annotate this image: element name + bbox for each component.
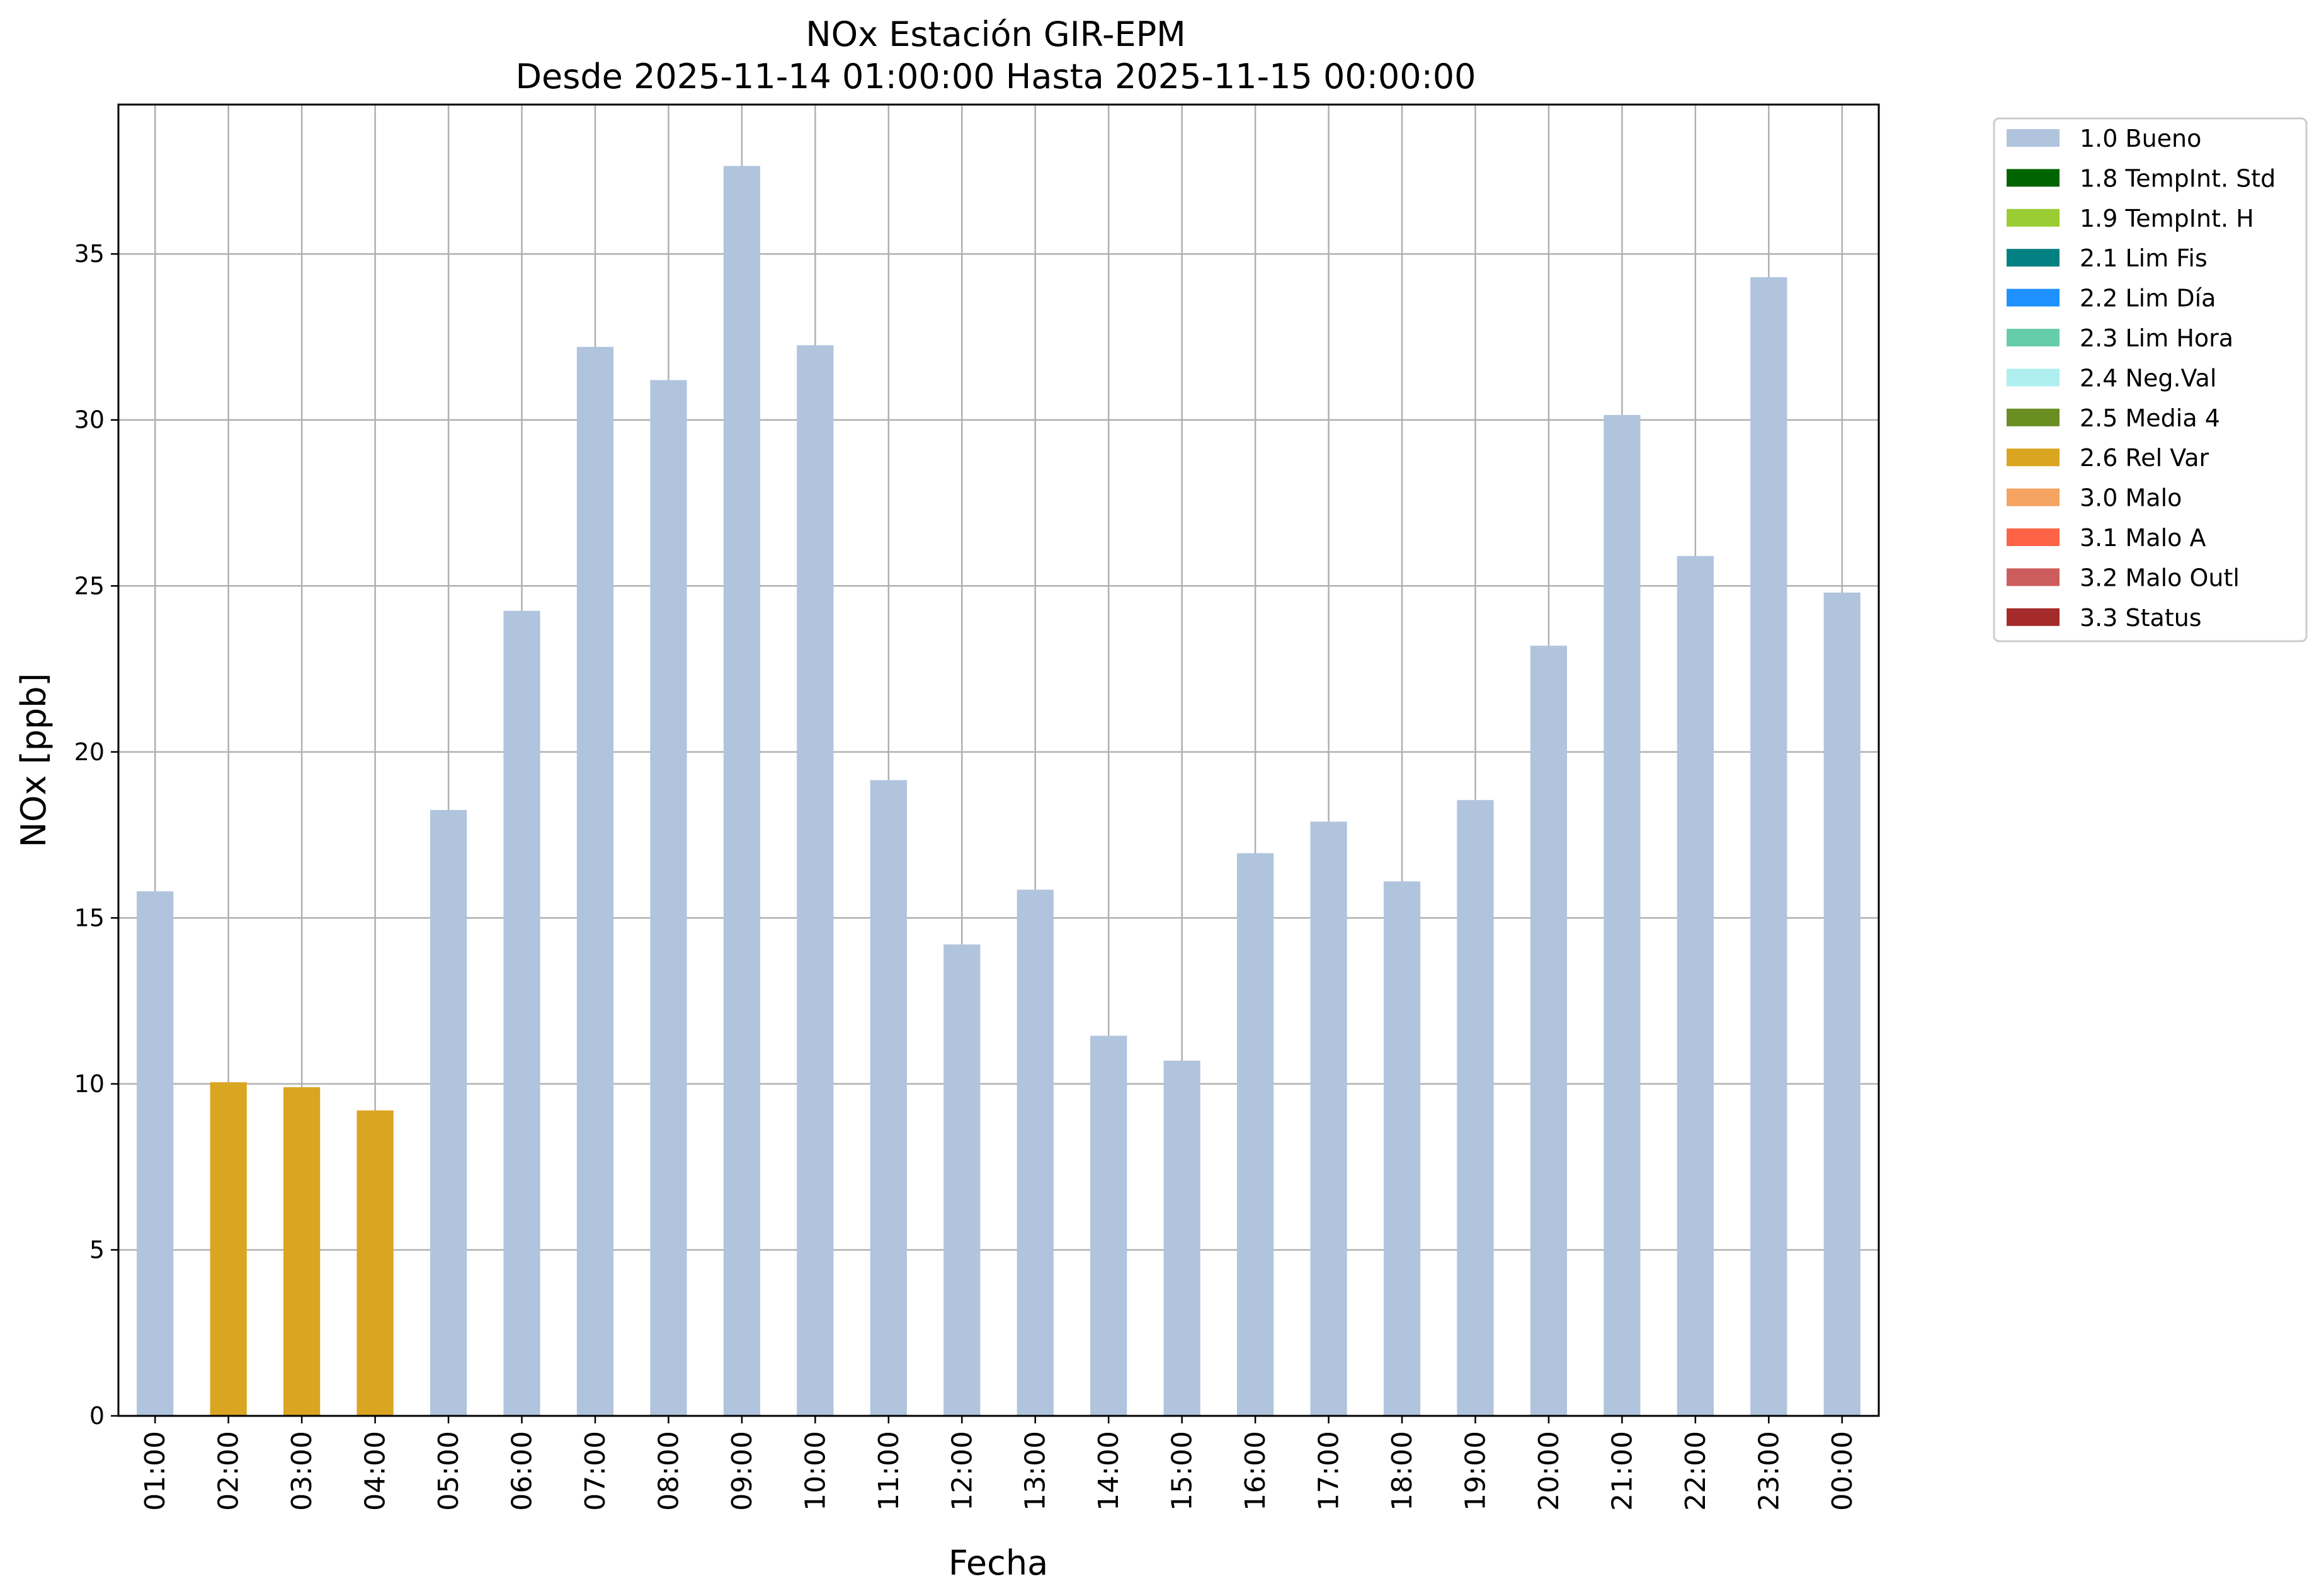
y-tick-label: 5	[89, 1236, 105, 1263]
x-tick-label: 13:00	[1020, 1431, 1052, 1511]
x-tick-label: 12:00	[946, 1431, 978, 1511]
y-axis-ticks: 0 5 10 15 20 25 30 35	[74, 240, 118, 1430]
bar	[1383, 881, 1421, 1416]
legend-swatch	[2007, 368, 2060, 387]
bars	[137, 166, 1860, 1416]
y-tick-label: 15	[74, 904, 105, 932]
x-tick-label: 04:00	[360, 1431, 392, 1511]
legend-swatch	[2007, 288, 2060, 307]
bar	[797, 345, 834, 1416]
bar	[1090, 1035, 1127, 1416]
x-tick-label: 21:00	[1606, 1431, 1638, 1511]
bar	[1677, 556, 1714, 1416]
x-tick-label: 06:00	[506, 1431, 538, 1511]
x-tick-label: 01:00	[139, 1431, 171, 1511]
x-tick-label: 02:00	[213, 1431, 245, 1511]
x-axis-ticks: 01:00 02:00 03:00 04:00 05:00 06:00 07:00 08:00…	[139, 1416, 1859, 1511]
y-tick-label: 30	[74, 406, 105, 434]
legend: 1.0 Bueno 1.8 TempInt. Std 1.9 TempInt. H 2…	[1993, 117, 2308, 642]
legend-swatch	[2007, 208, 2060, 227]
x-tick-label: 05:00	[433, 1431, 465, 1511]
legend-label: 2.3 Lim Hora	[2080, 324, 2233, 352]
legend-label: 3.3 Status	[2080, 604, 2202, 632]
x-tick-label: 17:00	[1313, 1431, 1345, 1511]
x-tick-label: 10:00	[799, 1431, 831, 1511]
chart-title-line-1: NOx Estación GIR-EPM	[806, 14, 1186, 54]
x-tick-label: 22:00	[1680, 1431, 1712, 1511]
legend-swatch	[2007, 169, 2060, 187]
y-tick-label: 10	[74, 1070, 105, 1098]
legend-label: 2.4 Neg.Val	[2080, 364, 2216, 392]
x-tick-label: 08:00	[652, 1431, 685, 1511]
legend-swatch	[2007, 448, 2060, 467]
legend-label: 1.8 TempInt. Std	[2080, 164, 2276, 192]
bar	[283, 1087, 321, 1416]
bar	[1236, 853, 1274, 1416]
x-tick-label: 03:00	[286, 1431, 318, 1511]
bar	[1530, 646, 1568, 1416]
legend-label: 1.9 TempInt. H	[2080, 205, 2254, 232]
bar	[1457, 800, 1494, 1416]
legend-label: 2.2 Lim Día	[2080, 285, 2216, 312]
bar	[137, 891, 174, 1416]
y-axis-label: NOx [ppb]	[14, 673, 54, 848]
legend-swatch	[2007, 568, 2060, 586]
legend-swatch	[2007, 608, 2060, 626]
bar	[1750, 277, 1787, 1416]
x-tick-label: 07:00	[579, 1431, 612, 1511]
x-axis-label: Fecha	[949, 1543, 1048, 1583]
x-tick-label: 19:00	[1459, 1431, 1491, 1511]
chart-title-line-2: Desde 2025-11-14 01:00:00 Hasta 2025-11-…	[515, 57, 1476, 96]
legend-label: 3.2 Malo Outl	[2080, 564, 2240, 591]
y-tick-label: 0	[89, 1402, 105, 1430]
legend-label: 3.1 Malo A	[2080, 524, 2206, 552]
legend-swatch	[2007, 408, 2060, 426]
legend-label: 2.1 Lim Fis	[2080, 244, 2208, 272]
legend-swatch	[2007, 329, 2060, 346]
legend-label: 3.0 Malo	[2080, 484, 2182, 512]
legend-label: 2.5 Media 4	[2080, 404, 2220, 432]
bar	[356, 1110, 394, 1416]
plot-frame	[117, 103, 1880, 1417]
y-tick-label: 35	[74, 240, 105, 268]
bar	[503, 610, 540, 1416]
x-tick-label: 23:00	[1753, 1431, 1785, 1511]
x-tick-label: 16:00	[1239, 1431, 1272, 1511]
legend-label: 1.0 Bueno	[2080, 125, 2201, 152]
bar	[650, 380, 687, 1416]
legend-swatch	[2007, 488, 2060, 506]
x-tick-label: 11:00	[873, 1431, 905, 1511]
bar	[1823, 592, 1860, 1416]
x-tick-label: 18:00	[1386, 1431, 1418, 1511]
y-tick-label: 25	[74, 572, 105, 600]
bar	[430, 810, 467, 1416]
x-tick-label: 15:00	[1166, 1431, 1199, 1511]
bar	[1310, 821, 1347, 1416]
x-tick-label: 00:00	[1826, 1431, 1859, 1511]
bar	[1604, 414, 1641, 1416]
legend-swatch	[2007, 129, 2060, 147]
bar	[723, 166, 761, 1416]
bar	[1017, 889, 1054, 1416]
x-tick-label: 20:00	[1533, 1431, 1565, 1511]
x-tick-label: 09:00	[726, 1431, 758, 1511]
bar	[1163, 1061, 1200, 1416]
bar	[870, 780, 907, 1416]
legend-swatch	[2007, 528, 2060, 546]
bar	[576, 346, 614, 1416]
legend-frame	[1993, 117, 2308, 642]
legend-label: 2.6 Rel Var	[2080, 444, 2209, 472]
y-tick-label: 20	[74, 738, 105, 766]
bar	[943, 944, 981, 1416]
x-tick-label: 14:00	[1093, 1431, 1125, 1511]
legend-swatch	[2007, 249, 2060, 267]
bar	[210, 1082, 247, 1416]
